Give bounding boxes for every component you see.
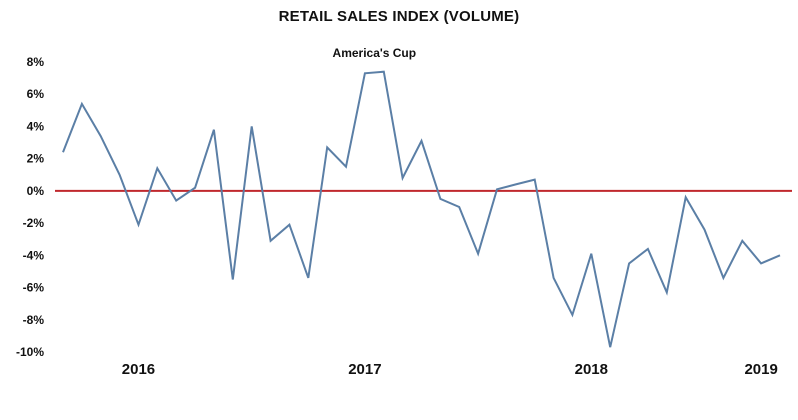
series-line <box>62 70 781 348</box>
x-axis: 2016 2017 2018 2019 <box>122 361 778 378</box>
y-tick-label: -8% <box>23 313 45 327</box>
y-tick-label: 0% <box>27 184 45 198</box>
y-tick-label: 8% <box>27 55 45 69</box>
x-year-label: 2016 <box>122 361 155 378</box>
y-tick-label: -10% <box>16 345 44 359</box>
retail-sales-line <box>62 70 781 348</box>
x-year-label: 2019 <box>744 361 777 378</box>
x-year-label: 2018 <box>575 361 608 378</box>
y-tick-label: 6% <box>27 87 45 101</box>
annotations: America's Cup <box>333 46 417 60</box>
y-tick-label: 2% <box>27 152 45 166</box>
y-tick-label: -4% <box>23 248 45 262</box>
americas-cup-annotation: America's Cup <box>333 46 417 60</box>
y-axis: 8% 6% 4% 2% 0% -2% -4% -6% -8% -10% <box>16 55 44 359</box>
chart-title: RETAIL SALES INDEX (VOLUME) <box>278 8 520 25</box>
y-tick-label: 4% <box>27 119 45 133</box>
x-year-label: 2017 <box>348 361 381 378</box>
y-tick-label: -6% <box>23 281 45 295</box>
y-tick-label: -2% <box>23 216 45 230</box>
